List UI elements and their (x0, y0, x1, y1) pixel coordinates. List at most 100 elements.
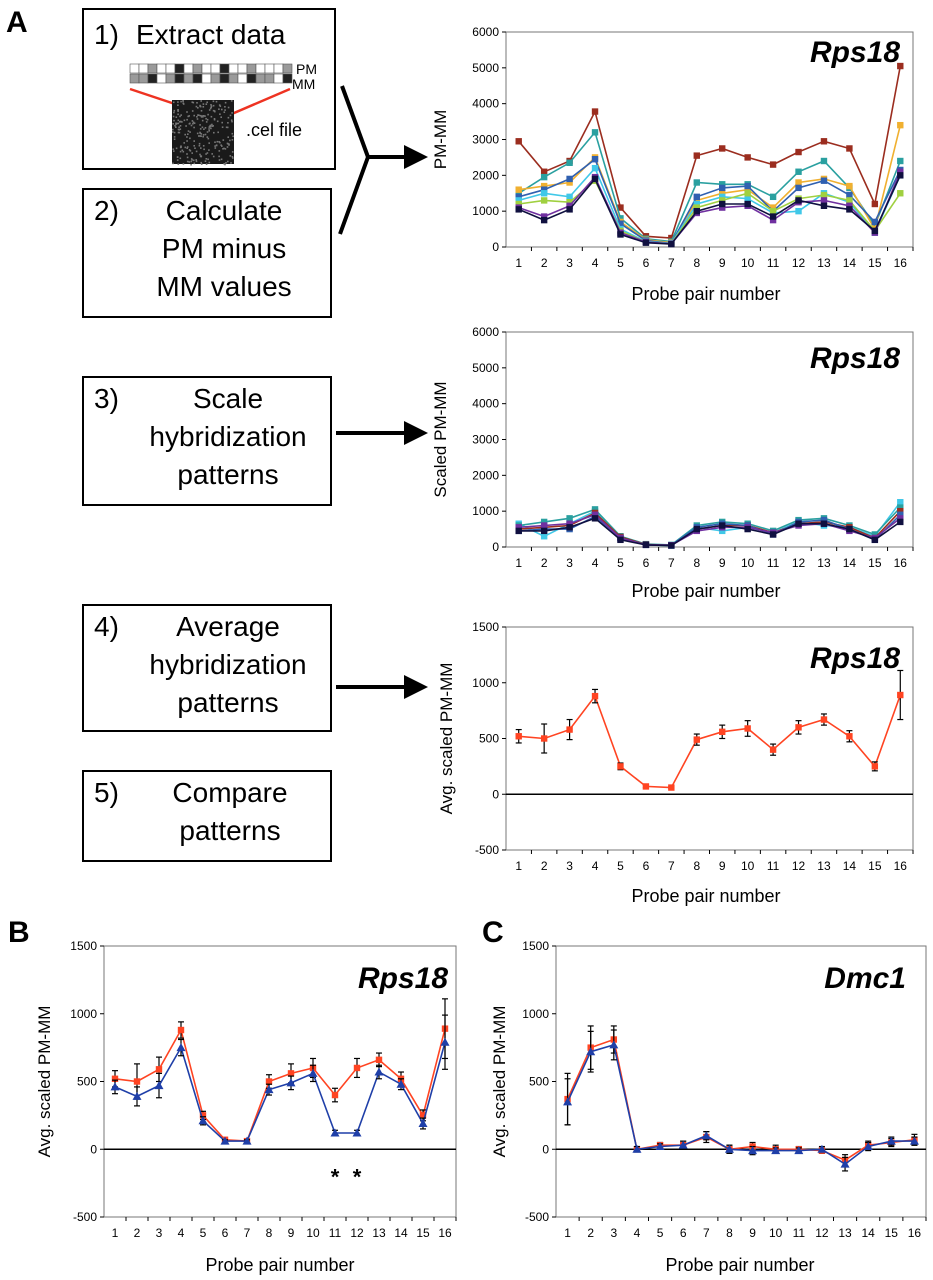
data-point (871, 218, 879, 226)
data-point (693, 200, 700, 208)
data-point (132, 1091, 142, 1100)
data-point (794, 1146, 804, 1155)
data-point (566, 193, 573, 201)
x-tick-label: 11 (329, 1226, 342, 1240)
data-point (909, 1136, 919, 1145)
arrow-step-3 (336, 421, 428, 445)
data-point (693, 193, 700, 201)
data-point (769, 161, 777, 168)
x-axis-label: Probe pair number (665, 1255, 814, 1275)
data-point (820, 191, 828, 199)
data-point (199, 1112, 207, 1119)
data-point (540, 533, 548, 540)
data-point (540, 190, 548, 197)
cel-image (172, 100, 234, 164)
cel-file-label: .cel file (246, 120, 303, 140)
data-point (820, 157, 828, 165)
data-point (795, 184, 802, 192)
data-point (265, 1078, 273, 1085)
data-point (668, 240, 675, 248)
x-tick-label: 2 (541, 256, 548, 270)
data-point (176, 1043, 186, 1052)
x-tick-label: 5 (617, 256, 624, 270)
data-point (515, 206, 522, 213)
x-tick-label: 16 (894, 256, 908, 270)
x-tick-label: 12 (792, 859, 806, 873)
data-point (591, 506, 599, 513)
data-point (769, 193, 777, 201)
step-1-box: 1) Extract data PM MM .cel file (82, 8, 336, 170)
x-tick-label: 15 (885, 1226, 899, 1240)
y-tick-label: 2000 (472, 468, 499, 482)
data-point (719, 145, 726, 152)
x-tick-label: 13 (817, 256, 831, 270)
x-tick-label: 8 (693, 859, 700, 873)
data-point (693, 179, 700, 186)
data-point (817, 1144, 827, 1153)
y-tick-label: 4000 (472, 397, 499, 411)
x-tick-label: 9 (288, 1226, 295, 1240)
data-point (820, 520, 828, 527)
data-point (769, 213, 777, 220)
y-tick-label: 1500 (472, 620, 499, 634)
series-line (566, 1038, 915, 1161)
data-point (308, 1068, 318, 1077)
x-tick-label: 16 (894, 859, 908, 873)
data-point (897, 121, 904, 129)
data-point (897, 157, 904, 165)
data-point (540, 173, 548, 181)
data-point (701, 1131, 711, 1140)
data-point (154, 1081, 164, 1090)
series-line (518, 513, 901, 547)
step-3-text: Scale hybridization patterns (149, 383, 307, 490)
data-point (744, 186, 751, 193)
data-point (795, 148, 802, 156)
x-tick-label: 3 (156, 1226, 163, 1240)
data-point (719, 184, 726, 192)
y-tick-label: 0 (492, 540, 499, 554)
data-point (719, 204, 726, 211)
data-point (515, 733, 522, 740)
x-tick-label: 15 (868, 556, 882, 570)
data-point (591, 515, 599, 522)
x-tick-label: 11 (767, 256, 780, 270)
x-tick-label: 3 (566, 256, 573, 270)
data-point (155, 1066, 163, 1073)
x-tick-label: 12 (815, 1226, 829, 1240)
y-axis-label: Avg. scaled PM-MM (35, 1006, 54, 1158)
arrow-step-4 (336, 675, 428, 699)
data-point (198, 1116, 208, 1125)
data-point (719, 728, 726, 736)
x-tick-label: 4 (592, 256, 599, 270)
data-point (897, 172, 904, 179)
x-tick-label: 7 (668, 256, 675, 270)
x-axis-label: Probe pair number (205, 1255, 354, 1275)
data-point (591, 164, 599, 172)
data-point (769, 207, 777, 215)
data-point (719, 193, 726, 201)
data-point (591, 156, 599, 163)
step-5-number: 5) (94, 777, 119, 808)
x-tick-label: 6 (222, 1226, 229, 1240)
data-point (871, 222, 879, 229)
step-2-text: Calculate PM minus MM values (156, 195, 292, 302)
data-point (846, 145, 853, 152)
data-point (617, 215, 624, 222)
data-point (724, 1144, 734, 1153)
y-tick-label: 5000 (472, 361, 499, 375)
panel-letter-c: C (482, 916, 504, 949)
x-tick-label: 8 (726, 1226, 733, 1240)
data-point (540, 213, 548, 220)
data-point (846, 191, 853, 199)
data-point (540, 197, 548, 204)
chart-title: Rps18 (358, 962, 448, 995)
x-tick-label: 10 (769, 1226, 783, 1240)
data-point (540, 168, 548, 175)
data-point (719, 522, 726, 529)
data-point (846, 182, 853, 190)
data-point (668, 542, 675, 549)
data-point (897, 507, 904, 515)
